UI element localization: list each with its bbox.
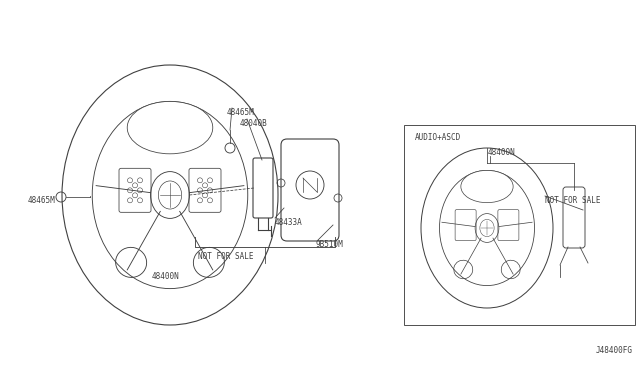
Text: 48400N: 48400N <box>152 272 180 281</box>
Ellipse shape <box>127 102 212 154</box>
Text: J48400FG: J48400FG <box>596 346 633 355</box>
Bar <box>404 125 635 325</box>
Text: 48400N: 48400N <box>488 148 516 157</box>
Text: 48040B: 48040B <box>240 119 268 128</box>
Text: 48433A: 48433A <box>275 218 303 227</box>
Ellipse shape <box>461 170 513 203</box>
Text: AUDIO+ASCD: AUDIO+ASCD <box>415 133 461 142</box>
Text: 48465M: 48465M <box>227 108 255 117</box>
Text: 9B510M: 9B510M <box>316 240 344 249</box>
Text: NOT FOR SALE: NOT FOR SALE <box>198 252 253 261</box>
Text: NOT FOR SALE: NOT FOR SALE <box>545 196 600 205</box>
Text: 48465M: 48465M <box>28 196 56 205</box>
